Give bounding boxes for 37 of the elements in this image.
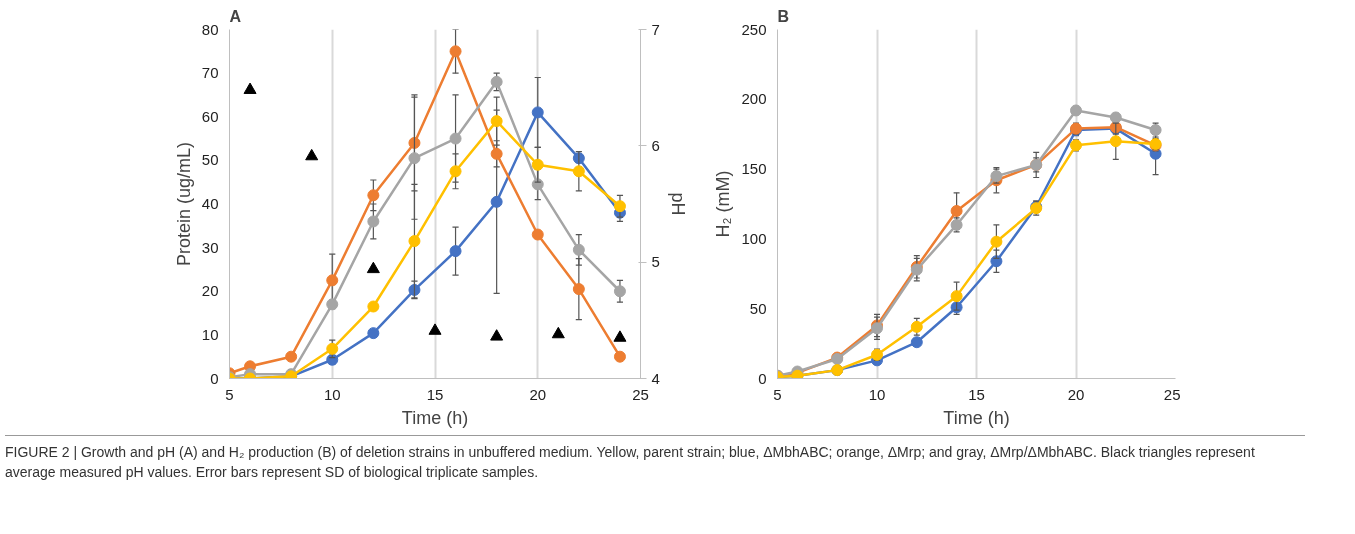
y2-tick-label: 5 <box>651 253 660 271</box>
y-tick-label: 10 <box>201 325 219 343</box>
caption: FIGURE 2 | Growth and pH (A) and H₂ production (B) of deletion strains in unbuffered medium. Yellow, parent strain; blue, ΔMbhABC; orange, ΔMrp; and gray, ΔMrp/ΔMbhABC. Black triangles represent average measured pH values. Error bars represent SD of biological triplicate samples. <box>5 443 1256 482</box>
chart-title: B <box>777 7 790 25</box>
y-axis-title: H₂ (mM) <box>713 170 734 238</box>
x-axis-title: Time (h) <box>943 407 1010 428</box>
y-tick-label: 50 <box>201 151 219 169</box>
y-tick-label: 150 <box>741 160 767 178</box>
y2-tick-label: 7 <box>651 20 660 38</box>
x-tick-label: 5 <box>773 385 782 403</box>
x-tick-label: 10 <box>323 385 341 403</box>
x-tick-label: 15 <box>968 385 985 403</box>
x-tick-label: 25 <box>632 385 649 403</box>
x-tick-label: 10 <box>868 385 886 403</box>
y2-tick-label: 4 <box>651 369 660 387</box>
y-tick-label: 80 <box>201 20 219 38</box>
y-tick-label: 70 <box>201 64 219 82</box>
y-tick-label: 50 <box>749 299 767 317</box>
x-axis-title: Time (h) <box>401 407 469 428</box>
y2-axis-title: pH <box>667 192 688 216</box>
x-tick-label: 5 <box>225 385 234 403</box>
y2-tick-label: 6 <box>651 136 660 154</box>
y-tick-label: 100 <box>741 229 767 247</box>
y-tick-label: 200 <box>741 90 767 108</box>
y-tick-label: 0 <box>758 369 767 387</box>
y-tick-label: 250 <box>741 20 767 38</box>
y-axis-title: Protein (ug/mL) <box>173 141 194 267</box>
chart-title: A <box>229 7 242 25</box>
y-tick-label: 0 <box>210 369 219 387</box>
x-tick-label: 20 <box>529 385 547 403</box>
x-tick-label: 15 <box>426 385 444 403</box>
y-tick-label: 60 <box>201 107 219 125</box>
y-tick-label: 20 <box>201 282 219 300</box>
y-tick-label: 40 <box>201 195 219 212</box>
x-tick-label: 20 <box>1067 385 1085 403</box>
x-tick-label: 25 <box>1163 385 1181 403</box>
y-tick-label: 30 <box>201 238 219 256</box>
